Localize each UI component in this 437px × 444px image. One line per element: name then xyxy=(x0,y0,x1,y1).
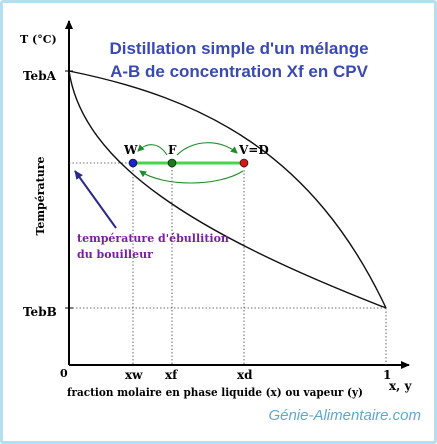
point-w-marker xyxy=(128,158,138,168)
teb-b-label: TebB xyxy=(23,305,57,319)
xd-label: xd xyxy=(237,368,253,382)
point-f-label: F xyxy=(168,143,177,157)
x-max-label: 1 xyxy=(383,368,391,382)
origin-label: 0 xyxy=(60,367,68,380)
phase-diagram: Distillation simple d'un mélange A-B de … xyxy=(20,20,421,424)
arrow-f-to-w xyxy=(137,144,168,156)
arrow-f-to-v xyxy=(176,142,238,156)
boiler-arrow xyxy=(74,170,117,229)
xf-label: xf xyxy=(165,368,178,382)
boiler-annotation-line-1: température d'ébullition xyxy=(77,232,229,245)
y-unit-label: T (°C) xyxy=(20,33,57,46)
title-line-1: Distillation simple d'un mélange xyxy=(109,39,368,58)
title-line-2: A-B de concentration Xf en CPV xyxy=(110,62,369,81)
xw-label: xw xyxy=(125,368,143,382)
teb-a-label: TebA xyxy=(23,69,57,83)
arrow-v-to-w xyxy=(139,170,244,184)
bubble-curve xyxy=(68,70,387,309)
y-axis-title: Température xyxy=(34,156,47,235)
x-axis-title: fraction molaire en phase liquide (x) ou… xyxy=(67,386,363,399)
x-end-label: x, y xyxy=(389,379,413,393)
point-w-label: W xyxy=(123,143,138,157)
point-f-marker xyxy=(167,158,177,168)
point-v-marker xyxy=(239,158,249,168)
point-v-label: V=D xyxy=(238,143,269,157)
boiler-annotation-line-2: du bouilleur xyxy=(77,248,153,261)
watermark: Génie-Alimentaire.com xyxy=(268,407,421,424)
dew-curve xyxy=(68,70,387,309)
